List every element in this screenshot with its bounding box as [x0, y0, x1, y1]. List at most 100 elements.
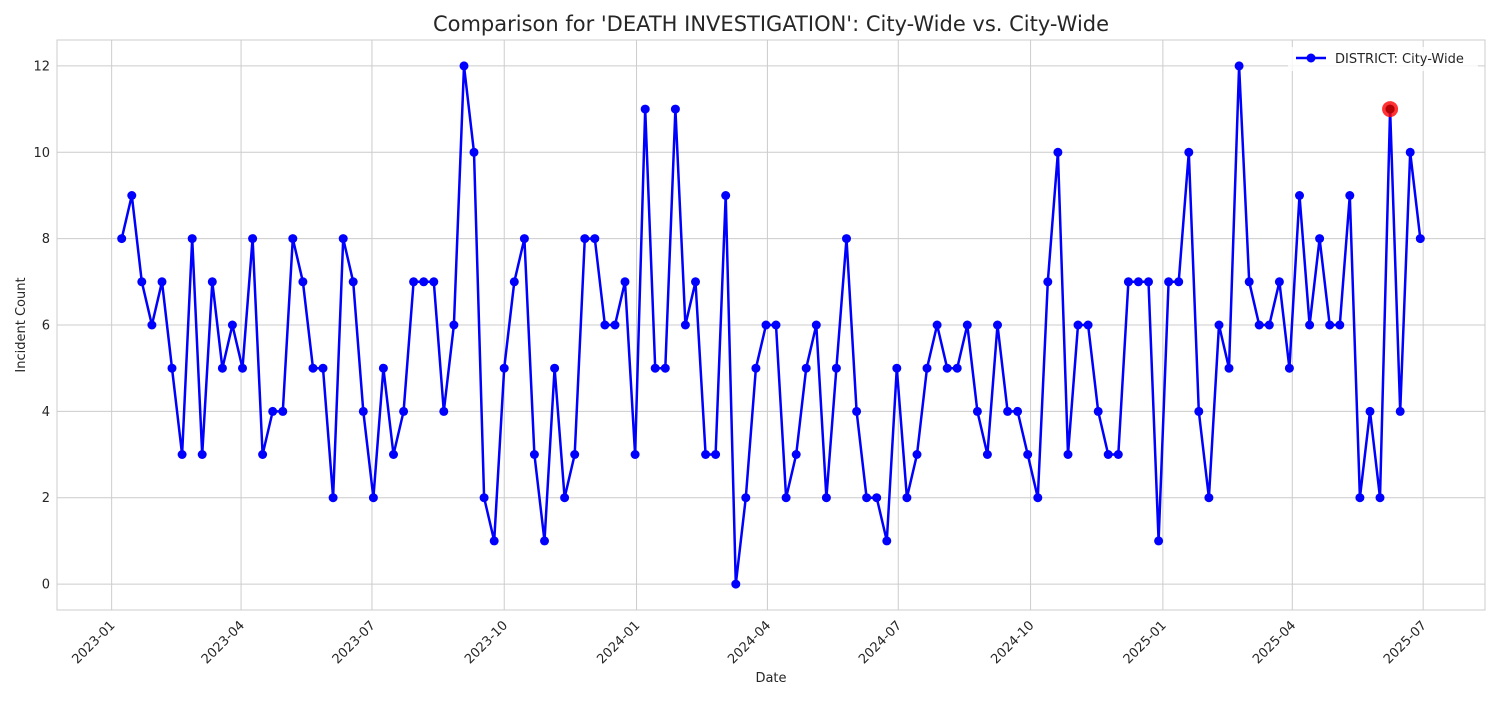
data-point [167, 363, 177, 373]
data-point [399, 406, 409, 416]
data-point [1405, 147, 1415, 157]
data-point [801, 363, 811, 373]
data-point [952, 363, 962, 373]
data-point [821, 493, 831, 503]
data-point [187, 234, 197, 244]
data-point [781, 493, 791, 503]
data-point [1063, 450, 1073, 459]
data-point [1274, 277, 1284, 287]
data-point [962, 320, 972, 330]
data-point [157, 277, 167, 287]
data-point [1365, 406, 1375, 416]
data-point [1043, 277, 1053, 287]
data-point [1355, 493, 1365, 503]
data-point [1264, 320, 1274, 330]
data-point [1305, 320, 1315, 330]
data-point [137, 277, 147, 287]
data-point [741, 493, 751, 503]
data-point [620, 277, 630, 287]
data-point [338, 234, 348, 244]
data-point [419, 277, 429, 287]
data-point [1093, 406, 1103, 416]
data-point [499, 363, 509, 373]
data-point [147, 320, 157, 330]
y-axis-label: Incident Count [14, 277, 29, 372]
y-tick-label: 8 [42, 232, 50, 247]
data-point [1184, 147, 1194, 157]
data-point [1375, 493, 1385, 503]
data-point [1335, 320, 1345, 330]
series-line [120, 64, 1422, 586]
legend-marker-swatch [1306, 53, 1316, 63]
y-tick-label: 2 [42, 491, 50, 506]
data-point [197, 450, 207, 459]
y-tick-label: 4 [42, 405, 50, 420]
data-point [1144, 277, 1153, 287]
x-tick-label: 2024-04 [725, 618, 774, 667]
plot-frame [56, 39, 1486, 611]
data-point [1053, 147, 1063, 157]
data-point [1234, 61, 1244, 71]
data-point [922, 363, 932, 373]
data-point [378, 363, 388, 373]
data-point [731, 579, 741, 589]
data-point [982, 450, 992, 459]
data-point [298, 277, 308, 287]
y-tick-label: 6 [42, 319, 50, 334]
data-point [751, 363, 761, 373]
data-point [842, 234, 851, 244]
data-point [529, 450, 539, 459]
data-point [1214, 320, 1224, 330]
data-point [348, 277, 358, 287]
data-point [811, 320, 821, 330]
data-point [449, 320, 459, 330]
data-point [1003, 406, 1013, 416]
data-point [902, 493, 912, 503]
data-point [207, 277, 217, 287]
data-point [288, 234, 298, 244]
data-point [439, 406, 449, 416]
data-point [1415, 234, 1425, 244]
data-point [550, 363, 560, 373]
data-point [932, 320, 942, 330]
data-point [1073, 320, 1083, 330]
data-point [1325, 320, 1335, 330]
series [117, 61, 1425, 589]
data-point [1013, 406, 1023, 416]
data-point [670, 104, 680, 114]
data-point [1295, 191, 1304, 200]
data-point [1133, 277, 1143, 287]
data-point [1113, 450, 1123, 459]
data-point [761, 320, 771, 330]
data-point [389, 450, 398, 459]
data-point [1224, 363, 1234, 373]
legend-entry-city-wide: DISTRICT: City-Wide [1335, 52, 1464, 67]
data-point [892, 363, 902, 373]
data-point [217, 363, 227, 373]
data-point [610, 320, 620, 330]
data-point [409, 277, 419, 287]
data-point [580, 234, 590, 244]
data-point [328, 493, 338, 503]
y-tick-label: 0 [42, 578, 50, 593]
data-point [1345, 191, 1355, 200]
data-point [1244, 277, 1254, 287]
data-point [791, 450, 801, 459]
data-point [942, 363, 952, 373]
data-point [308, 363, 318, 373]
x-tick-label: 2024-07 [856, 618, 905, 667]
data-point [127, 191, 137, 200]
data-point [1315, 234, 1325, 244]
data-point [489, 536, 499, 546]
data-point [1204, 493, 1214, 503]
data-point [972, 406, 982, 416]
x-tick-label: 2023-01 [69, 618, 118, 667]
data-point [177, 450, 187, 459]
data-point [278, 406, 288, 416]
data-point [711, 450, 721, 459]
data-point [540, 536, 549, 546]
data-point [1123, 277, 1133, 287]
x-axis-ticks: 2023-01 2023-04 2023-07 2023-10 2024-01 2024-… [69, 618, 1430, 667]
data-point [1083, 320, 1093, 330]
